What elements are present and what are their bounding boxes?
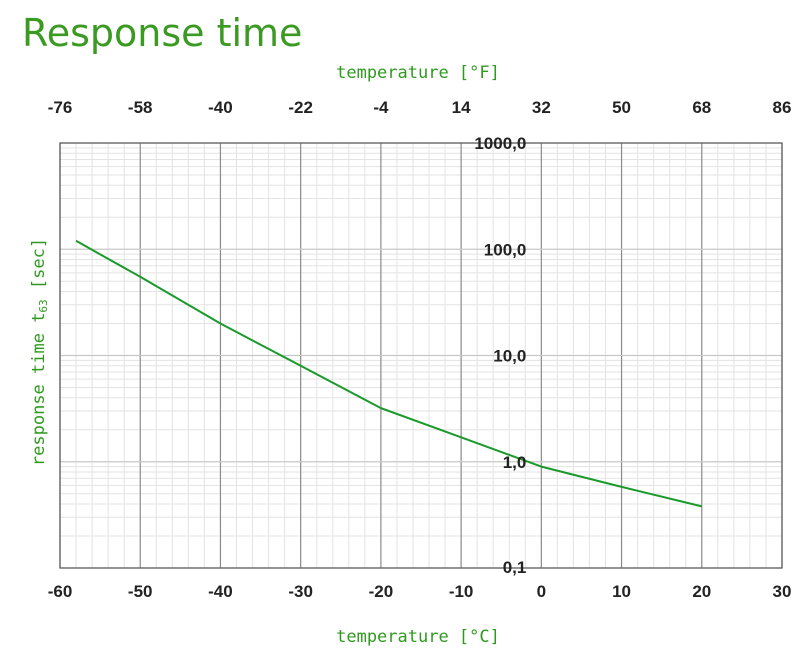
x-tick-label: 0 [537,582,546,601]
y-axis-title-subscript: 63 [37,299,50,312]
y-axis-title-main: response time t [29,313,49,467]
tick-labels: -60 -50 -40 -30 -20 -10 0 10 20 30 -76 -58 -40 -22 -4 1… [48,98,792,601]
x2-tick-label: -76 [48,98,73,117]
x2-tick-label: 14 [452,98,471,117]
chart-title: Response time [22,11,302,55]
x-tick-label: -40 [208,582,233,601]
bottom-axis-title: temperature [°C] [336,627,500,647]
x2-tick-label: 86 [773,98,792,117]
x2-tick-label: 32 [532,98,551,117]
x-tick-label: -30 [288,582,313,601]
y-tick-label: 1000,0 [474,134,526,153]
y-axis-title-unit: [sec] [29,238,49,299]
x2-tick-label: 50 [612,98,631,117]
x2-tick-label: -58 [128,98,153,117]
x-tick-label: 10 [612,582,631,601]
response-time-chart: Response time temperature [°F] temperatu… [0,0,800,667]
y-tick-label: 1,0 [503,453,527,472]
x-tick-label: -10 [449,582,474,601]
x-tick-label: 30 [773,582,792,601]
x2-tick-label: -40 [208,98,233,117]
x-tick-label: 20 [692,582,711,601]
x2-tick-label: 68 [692,98,711,117]
x2-tick-label: -4 [373,98,389,117]
y-tick-label: 10,0 [493,347,526,366]
x2-tick-label: -22 [288,98,313,117]
top-axis-title: temperature [°F] [336,63,500,83]
y-tick-label: 100,0 [484,240,527,259]
x-tick-label: -60 [48,582,73,601]
y-tick-label: 0,1 [503,558,527,577]
y-axis-title: response time t63 [sec] [29,238,50,466]
x-tick-label: -20 [369,582,394,601]
x-tick-label: -50 [128,582,153,601]
